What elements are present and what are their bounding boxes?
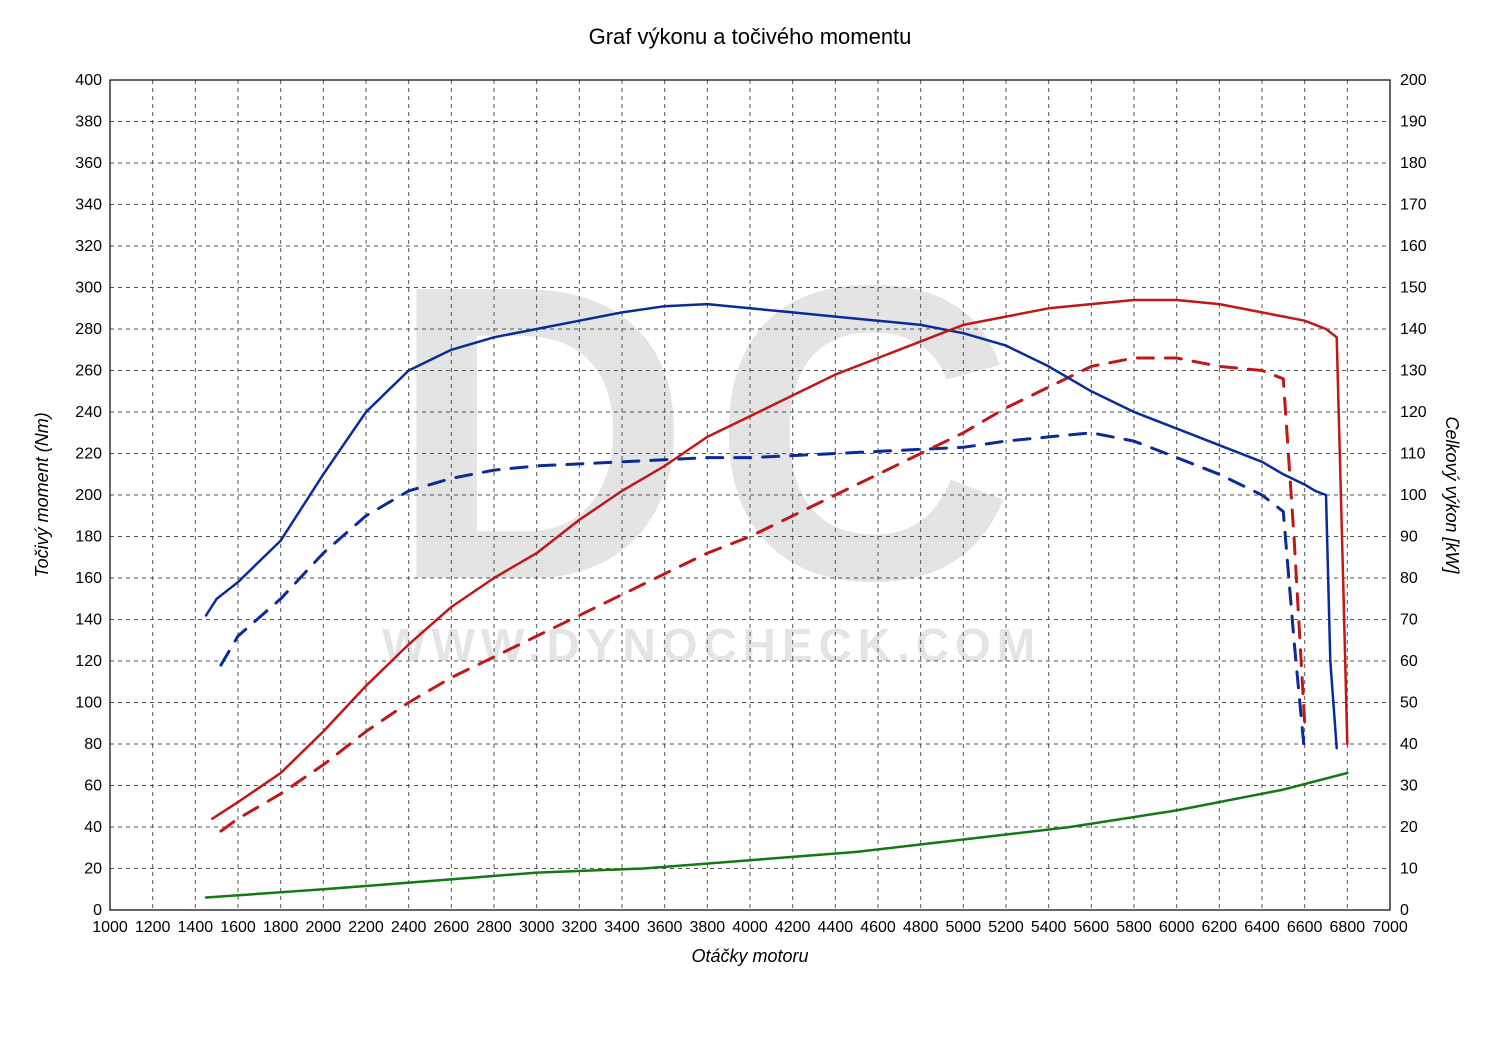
x-tick-label: 4400 bbox=[818, 919, 854, 936]
x-tick-label: 3600 bbox=[647, 919, 683, 936]
y-left-tick-label: 100 bbox=[75, 695, 102, 712]
x-tick-label: 6200 bbox=[1202, 919, 1238, 936]
x-tick-label: 2600 bbox=[434, 919, 470, 936]
y-left-tick-label: 20 bbox=[84, 861, 102, 878]
y-left-tick-label: 140 bbox=[75, 612, 102, 629]
y-left-axis-label: Točivý moment (Nm) bbox=[32, 412, 52, 577]
x-tick-label: 2000 bbox=[306, 919, 342, 936]
y-right-tick-label: 70 bbox=[1400, 612, 1418, 629]
y-right-tick-label: 120 bbox=[1400, 404, 1427, 421]
x-tick-label: 1200 bbox=[135, 919, 171, 936]
y-right-tick-label: 30 bbox=[1400, 778, 1418, 795]
y-right-tick-label: 110 bbox=[1400, 446, 1426, 463]
y-right-tick-label: 130 bbox=[1400, 363, 1427, 380]
x-tick-label: 5200 bbox=[988, 919, 1024, 936]
y-right-tick-label: 20 bbox=[1400, 819, 1418, 836]
y-left-tick-label: 380 bbox=[75, 114, 102, 131]
x-tick-label: 4600 bbox=[860, 919, 896, 936]
y-right-tick-label: 180 bbox=[1400, 155, 1427, 172]
chart-title: Graf výkonu a točivého momentu bbox=[0, 24, 1500, 50]
y-left-tick-label: 400 bbox=[75, 72, 102, 89]
x-tick-label: 2800 bbox=[476, 919, 512, 936]
y-right-tick-label: 90 bbox=[1400, 529, 1418, 546]
y-right-tick-label: 190 bbox=[1400, 114, 1427, 131]
y-left-tick-label: 280 bbox=[75, 321, 102, 338]
x-tick-label: 4800 bbox=[903, 919, 939, 936]
x-tick-label: 1800 bbox=[263, 919, 299, 936]
y-right-tick-label: 50 bbox=[1400, 695, 1418, 712]
y-left-tick-label: 160 bbox=[75, 570, 102, 587]
x-tick-label: 4200 bbox=[775, 919, 811, 936]
y-left-tick-label: 0 bbox=[93, 902, 102, 919]
x-tick-label: 3000 bbox=[519, 919, 555, 936]
x-tick-label: 5800 bbox=[1116, 919, 1152, 936]
x-tick-label: 2400 bbox=[391, 919, 427, 936]
x-tick-label: 5000 bbox=[946, 919, 982, 936]
x-tick-label: 6400 bbox=[1244, 919, 1280, 936]
x-tick-label: 4000 bbox=[732, 919, 768, 936]
y-left-tick-label: 360 bbox=[75, 155, 102, 172]
y-left-tick-label: 300 bbox=[75, 280, 102, 297]
y-right-tick-label: 60 bbox=[1400, 653, 1418, 670]
x-tick-label: 5400 bbox=[1031, 919, 1067, 936]
x-tick-label: 3800 bbox=[690, 919, 726, 936]
x-tick-label: 7000 bbox=[1372, 919, 1408, 936]
y-right-tick-label: 160 bbox=[1400, 238, 1427, 255]
x-tick-label: 3200 bbox=[562, 919, 598, 936]
y-right-tick-label: 140 bbox=[1400, 321, 1427, 338]
y-left-tick-label: 340 bbox=[75, 197, 102, 214]
y-left-tick-label: 240 bbox=[75, 404, 102, 421]
y-right-tick-label: 170 bbox=[1400, 197, 1427, 214]
y-left-tick-label: 180 bbox=[75, 529, 102, 546]
y-left-tick-label: 80 bbox=[84, 736, 102, 753]
y-left-tick-label: 320 bbox=[75, 238, 102, 255]
y-right-tick-label: 100 bbox=[1400, 487, 1427, 504]
x-tick-label: 3400 bbox=[604, 919, 640, 936]
y-right-tick-label: 0 bbox=[1400, 902, 1409, 919]
y-right-tick-label: 40 bbox=[1400, 736, 1418, 753]
y-left-tick-label: 200 bbox=[75, 487, 102, 504]
chart-container: DCWWW.DYNOCHECK.COM100012001400160018002… bbox=[30, 70, 1470, 1000]
y-left-tick-label: 120 bbox=[75, 653, 102, 670]
series-loss bbox=[206, 773, 1347, 898]
x-tick-label: 1400 bbox=[178, 919, 214, 936]
x-tick-label: 6000 bbox=[1159, 919, 1195, 936]
y-right-axis-label: Celkový výkon [kW] bbox=[1442, 416, 1462, 574]
x-tick-label: 6800 bbox=[1330, 919, 1366, 936]
x-tick-label: 1600 bbox=[220, 919, 256, 936]
x-tick-label: 5600 bbox=[1074, 919, 1110, 936]
y-left-tick-label: 60 bbox=[84, 778, 102, 795]
y-right-tick-label: 80 bbox=[1400, 570, 1418, 587]
x-tick-label: 6600 bbox=[1287, 919, 1323, 936]
x-axis-label: Otáčky motoru bbox=[691, 946, 808, 966]
x-tick-label: 1000 bbox=[92, 919, 128, 936]
y-left-tick-label: 40 bbox=[84, 819, 102, 836]
x-tick-label: 2200 bbox=[348, 919, 384, 936]
y-right-tick-label: 10 bbox=[1400, 861, 1418, 878]
y-left-tick-label: 260 bbox=[75, 363, 102, 380]
chart-svg: DCWWW.DYNOCHECK.COM100012001400160018002… bbox=[30, 70, 1470, 1000]
y-left-tick-label: 220 bbox=[75, 446, 102, 463]
y-right-tick-label: 150 bbox=[1400, 280, 1427, 297]
y-right-tick-label: 200 bbox=[1400, 72, 1427, 89]
